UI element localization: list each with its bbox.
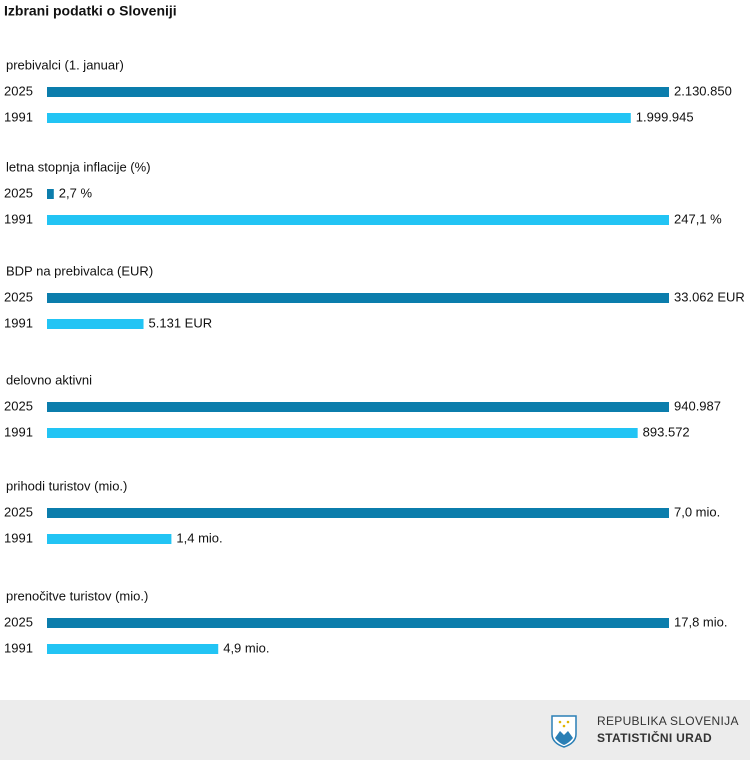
bar [47,644,219,654]
category-label: 2025 [4,504,33,519]
value-label: 2.130.850 [674,83,732,98]
category-label: 2025 [4,614,33,629]
category-label: 1991 [4,211,33,226]
category-label: 1991 [4,424,33,439]
footer-band [0,700,750,760]
category-label: 2025 [4,83,33,98]
page-title: Izbrani podatki o Sloveniji [4,3,177,19]
bar [47,534,172,544]
value-label: 2,7 % [59,185,93,200]
bar [47,319,144,329]
category-label: 1991 [4,640,33,655]
panel-title: BDP na prebivalca (EUR) [6,263,153,278]
value-label: 7,0 mio. [674,504,720,519]
bar [47,293,669,303]
footer-line1: REPUBLIKA SLOVENIJA [597,714,739,728]
category-label: 1991 [4,530,33,545]
value-label: 1.999.945 [636,109,694,124]
logo [551,715,577,748]
bar [47,189,54,199]
footer-line2: STATISTIČNI URAD [597,730,712,745]
bar [47,113,631,123]
panel-title: prenočitve turistov (mio.) [6,588,148,603]
bar [47,618,669,628]
value-label: 893.572 [643,424,690,439]
value-label: 33.062 EUR [674,289,745,304]
panel-title: delovno aktivni [6,372,92,387]
value-label: 5.131 EUR [149,315,213,330]
category-label: 2025 [4,398,33,413]
panel-title: prebivalci (1. januar) [6,57,124,72]
value-label: 17,8 mio. [674,614,727,629]
panel-title: letna stopnja inflacije (%) [6,159,151,174]
bar [47,87,669,97]
value-label: 4,9 mio. [223,640,269,655]
bar [47,215,669,225]
value-label: 940.987 [674,398,721,413]
category-label: 2025 [4,185,33,200]
bar [47,428,638,438]
panel-title: prihodi turistov (mio.) [6,478,127,493]
value-label: 247,1 % [674,211,722,226]
bar [47,508,669,518]
category-label: 1991 [4,109,33,124]
value-label: 1,4 mio. [176,530,222,545]
category-label: 1991 [4,315,33,330]
category-label: 2025 [4,289,33,304]
bar [47,402,669,412]
